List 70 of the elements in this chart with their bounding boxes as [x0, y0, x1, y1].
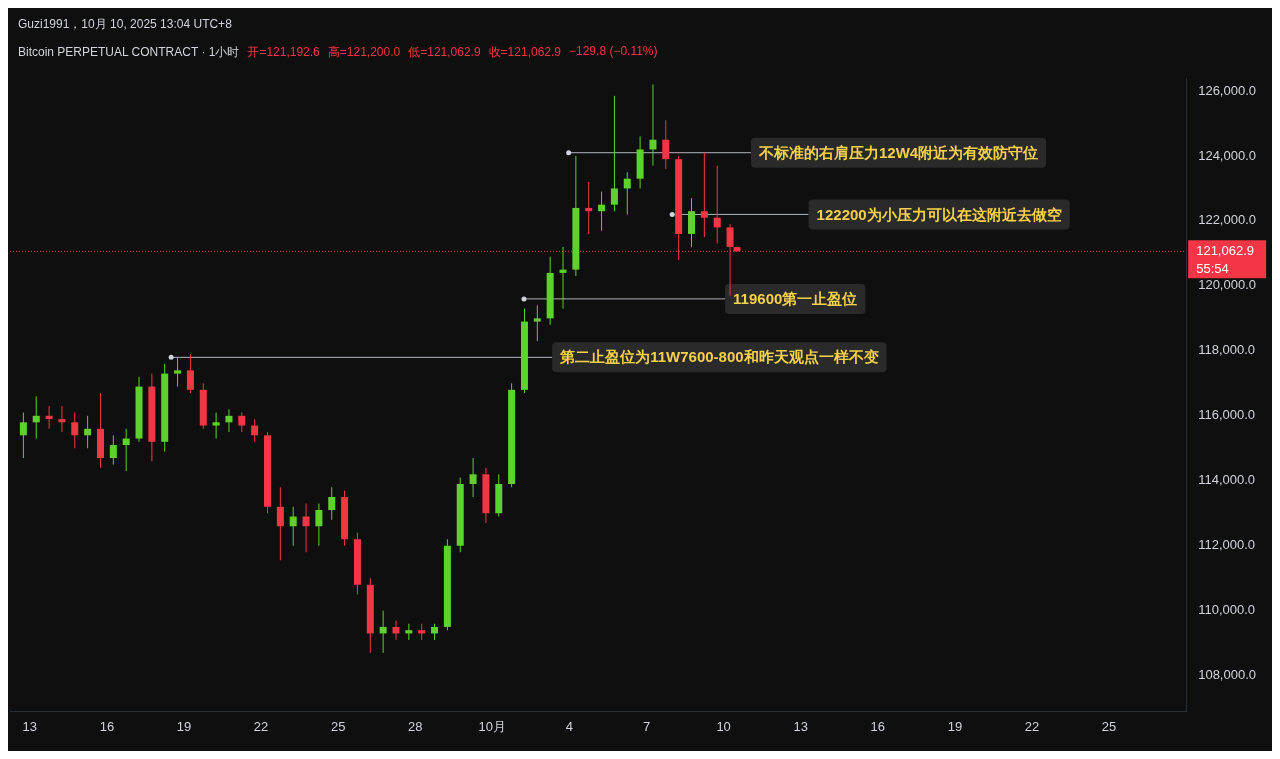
candlestick: [302, 503, 310, 553]
ref-line-label: 122200为小压力可以在这附近去做空: [816, 205, 1062, 223]
text: 低=121,062.9: [408, 44, 481, 61]
candlestick: [662, 119, 670, 170]
x-tick-label: 25: [330, 718, 346, 734]
y-tick-label: 110,000.0: [1198, 602, 1256, 618]
candlestick: [700, 152, 708, 238]
x-tick-label: 13: [22, 718, 38, 734]
candlestick: [45, 405, 53, 430]
candlestick: [713, 165, 721, 245]
candlestick: [122, 428, 130, 472]
candlestick: [623, 171, 631, 215]
candlestick: [585, 181, 593, 235]
x-tick-label: 10月: [478, 718, 507, 734]
text: 55:54: [1196, 260, 1229, 276]
candlestick: [32, 395, 40, 440]
ref-line-label: 119600第一止盈位: [733, 290, 858, 308]
candlestick: [469, 457, 477, 498]
ref-line-label: 121,062.9: [1196, 242, 1255, 258]
candlestick: [251, 418, 259, 443]
y-tick-label: 118,000.0: [1198, 342, 1256, 358]
candlestick: [19, 412, 27, 459]
x-tick-label: 16: [870, 718, 886, 734]
candlestick: [315, 503, 323, 547]
text: −129.8 (−0.11%): [569, 44, 658, 60]
y-tick-label: 108,000.0: [1198, 667, 1257, 683]
x-tick-label: 28: [408, 718, 423, 734]
chart-subtitle: Guzi1991，10月 10, 2025 13:04 UTC+8: [18, 16, 232, 33]
x-tick-label: 13: [793, 718, 808, 734]
x-tick-label: 7: [642, 718, 651, 734]
candlestick: [289, 506, 297, 547]
candlestick: [225, 408, 233, 433]
candlestick: [649, 84, 657, 167]
candlestick: [392, 619, 400, 641]
x-tick-label: 10: [716, 718, 731, 734]
x-tick-label: 16: [99, 718, 115, 734]
x-tick-label: 22: [1024, 718, 1040, 734]
x-tick-label: 4: [565, 718, 574, 734]
candlestick: [328, 486, 336, 521]
candlestick: [238, 412, 246, 433]
y-tick-label: 120,000.0: [1198, 277, 1257, 293]
y-tick-label: 126,000.0: [1198, 82, 1257, 98]
y-tick-label: 114,000.0: [1198, 472, 1256, 488]
y-tick-label: 116,000.0: [1198, 407, 1256, 423]
y-tick-label: 122,000.0: [1198, 212, 1257, 228]
candlestick: [610, 95, 618, 212]
chart-title: Bitcoin PERPETUAL CONTRACT · 1小时: [18, 44, 240, 61]
candlestick: [276, 486, 284, 561]
ref-line-label: 第二止盈位为11W7600-800和昨天观点一样不变: [559, 348, 879, 366]
candlestick: [109, 434, 117, 466]
candlestick: [559, 246, 567, 310]
x-tick-label: 25: [1101, 718, 1117, 734]
candlestick: [84, 415, 92, 449]
x-tick-label: 22: [253, 718, 269, 734]
candlestick: [186, 353, 194, 394]
y-tick-label: 112,000.0: [1198, 537, 1256, 553]
candlestick: [688, 197, 695, 248]
text: 高=121,200.0: [327, 44, 401, 61]
x-tick-label: 19: [947, 718, 963, 734]
candlestick: [379, 610, 387, 654]
text: 收=121,062.9: [488, 44, 562, 61]
candlestick: [58, 405, 66, 433]
candlestick: [533, 304, 541, 342]
x-tick-label: 19: [176, 718, 192, 734]
ref-line-label: 不标准的右肩压力12W4附近为有效防守位: [757, 143, 1039, 161]
candlestick: [598, 191, 606, 232]
y-tick-label: 124,000.0: [1198, 147, 1257, 163]
candlestick: [71, 412, 79, 449]
candlestick: [212, 412, 220, 440]
text: 开=121,192.6: [247, 44, 320, 61]
